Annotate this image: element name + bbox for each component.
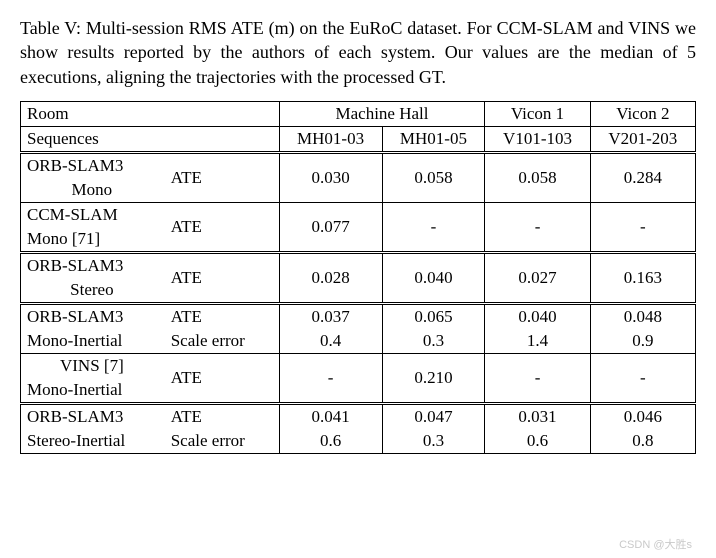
cell: 0.048 <box>590 303 695 329</box>
row-orb-si-ate-metric: ATE <box>163 403 279 429</box>
hdr-v1: Vicon 1 <box>485 101 590 126</box>
row-vins-metric: ATE <box>163 353 279 403</box>
cell: 0.031 <box>485 403 590 429</box>
row-vins-sub: Mono-Inertial <box>21 378 163 404</box>
cell: 0.3 <box>382 429 485 454</box>
cell: 0.047 <box>382 403 485 429</box>
hdr-v201203: V201-203 <box>590 126 695 152</box>
hdr-mh0105: MH01-05 <box>382 126 485 152</box>
cell: 0.037 <box>279 303 382 329</box>
hdr-mh: Machine Hall <box>279 101 485 126</box>
row-orb-si-name: ORB-SLAM3 <box>21 403 163 429</box>
cell: 0.077 <box>279 202 382 252</box>
cell: 0.3 <box>382 329 485 354</box>
row-ccm-mono-name: CCM-SLAM <box>21 202 163 227</box>
cell: 1.4 <box>485 329 590 354</box>
row-vins-name: VINS [7] <box>21 353 163 378</box>
cell: 0.040 <box>382 252 485 303</box>
row-orb-mono-metric: ATE <box>163 152 279 202</box>
cell: - <box>382 202 485 252</box>
cell: 0.058 <box>485 152 590 202</box>
cell: 0.030 <box>279 152 382 202</box>
cell: 0.284 <box>590 152 695 202</box>
hdr-v101103: V101-103 <box>485 126 590 152</box>
row-ccm-mono-metric: ATE <box>163 202 279 252</box>
row-ccm-mono-sub: Mono [71] <box>21 227 163 253</box>
row-orb-mono-name: ORB-SLAM3 <box>21 152 163 178</box>
cell: 0.4 <box>279 329 382 354</box>
cell: - <box>279 353 382 403</box>
row-orb-stereo-sub: Stereo <box>21 278 163 304</box>
results-table: Room Machine Hall Vicon 1 Vicon 2 Sequen… <box>20 101 696 454</box>
cell: 0.163 <box>590 252 695 303</box>
hdr-v2: Vicon 2 <box>590 101 695 126</box>
row-orb-mi-ate-metric: ATE <box>163 303 279 329</box>
row-orb-stereo-metric: ATE <box>163 252 279 303</box>
cell: 0.041 <box>279 403 382 429</box>
row-orb-mi-name: ORB-SLAM3 <box>21 303 163 329</box>
watermark: CSDN @大胜s <box>619 536 692 552</box>
row-orb-mono-sub: Mono <box>21 178 163 203</box>
row-orb-stereo-name: ORB-SLAM3 <box>21 252 163 278</box>
row-orb-si-scale-metric: Scale error <box>163 429 279 454</box>
cell: 0.058 <box>382 152 485 202</box>
hdr-sequences: Sequences <box>21 126 280 152</box>
cell: - <box>590 202 695 252</box>
hdr-mh0103: MH01-03 <box>279 126 382 152</box>
cell: 0.028 <box>279 252 382 303</box>
cell: - <box>590 353 695 403</box>
table-caption: Table V: Multi-session RMS ATE (m) on th… <box>20 16 696 89</box>
hdr-room: Room <box>21 101 280 126</box>
cell: 0.046 <box>590 403 695 429</box>
row-orb-mi-sub: Mono-Inertial <box>21 329 163 354</box>
cell: 0.6 <box>279 429 382 454</box>
row-orb-si-sub: Stereo-Inertial <box>21 429 163 454</box>
cell: 0.9 <box>590 329 695 354</box>
cell: 0.6 <box>485 429 590 454</box>
cell: 0.8 <box>590 429 695 454</box>
cell: 0.027 <box>485 252 590 303</box>
cell: - <box>485 202 590 252</box>
cell: - <box>485 353 590 403</box>
cell: 0.210 <box>382 353 485 403</box>
cell: 0.040 <box>485 303 590 329</box>
cell: 0.065 <box>382 303 485 329</box>
row-orb-mi-scale-metric: Scale error <box>163 329 279 354</box>
